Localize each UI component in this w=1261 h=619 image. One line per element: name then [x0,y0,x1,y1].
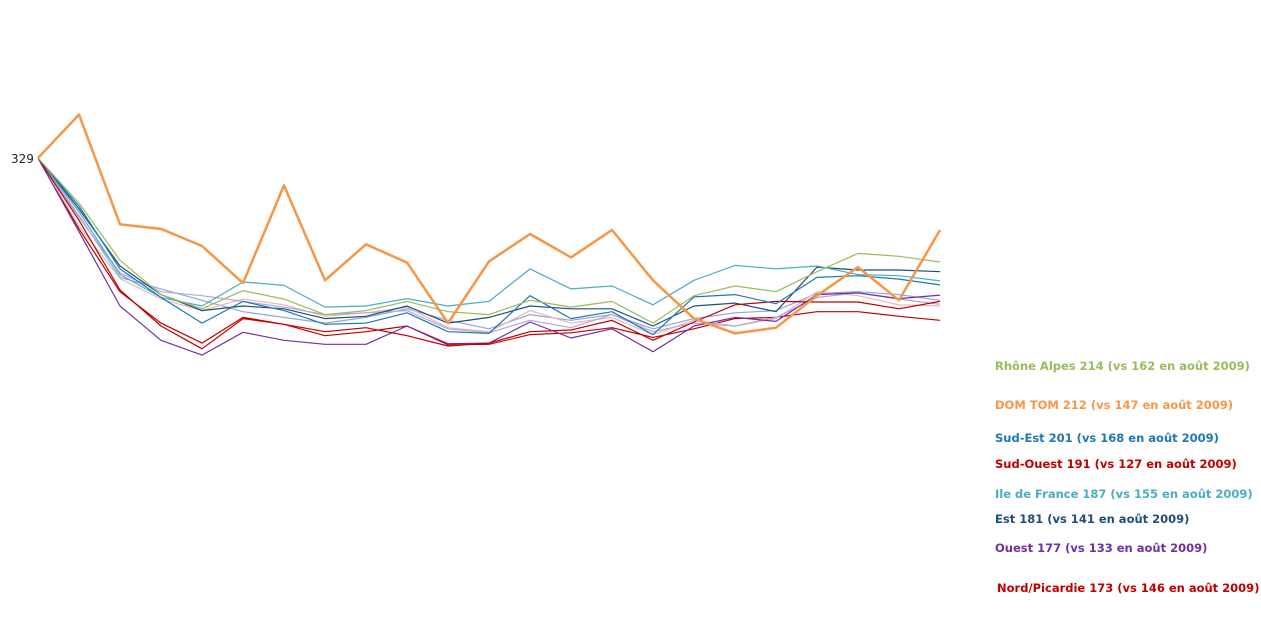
series-line-9 [37,157,941,330]
series-label-3: Sud-Ouest 191 (vs 127 en août 2009) [995,457,1237,471]
start-value-label: 329 [11,152,34,166]
series-line-4 [37,157,941,308]
series-label-1: DOM TOM 212 (vs 147 en août 2009) [995,398,1233,412]
series-label-4: Ile de France 187 (vs 155 en août 2009) [995,487,1253,501]
series-label-10: Nord/Picardie 173 (vs 146 en août 2009) [997,581,1259,595]
series-line-0 [37,157,941,324]
series-label-0: Rhône Alpes 214 (vs 162 en août 2009) [995,359,1250,373]
series-line-8 [37,157,941,336]
series-label-2: Sud-Est 201 (vs 168 en août 2009) [995,431,1219,445]
series-lines [37,113,942,356]
series-label-6: Ouest 177 (vs 133 en août 2009) [995,541,1207,555]
series-label-5: Est 181 (vs 141 en août 2009) [995,512,1189,526]
series-line-6 [37,157,941,356]
series-line-1 [37,113,942,335]
series-labels: Rhône Alpes 214 (vs 162 en août 2009) DOM… [995,359,1259,595]
series-line-5 [37,157,941,327]
series-line-3 [37,157,941,350]
series-line-2 [37,157,941,336]
